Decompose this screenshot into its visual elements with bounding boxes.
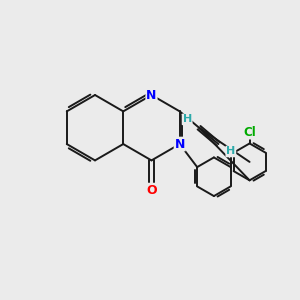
Text: N: N [175, 138, 185, 151]
Text: O: O [146, 184, 157, 196]
Text: Cl: Cl [243, 126, 256, 139]
Text: H: H [182, 114, 192, 124]
Text: N: N [146, 88, 157, 101]
Text: H: H [226, 146, 236, 157]
